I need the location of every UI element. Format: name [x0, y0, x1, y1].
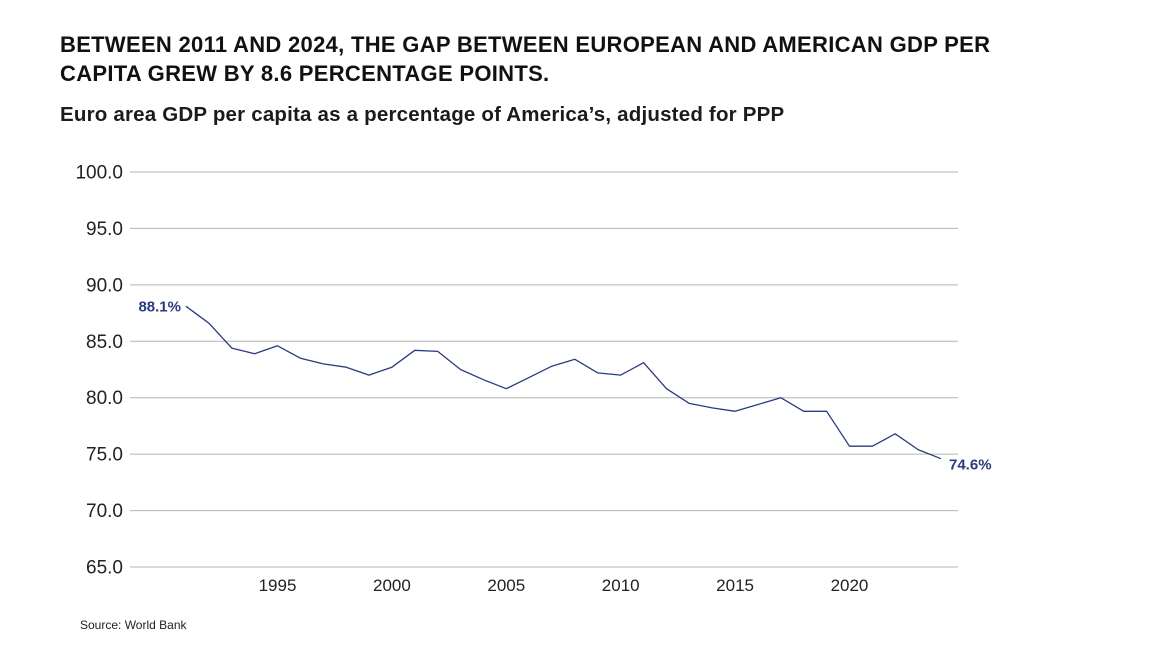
y-tick-label: 100.0 [75, 163, 123, 184]
y-tick-label: 75.0 [86, 445, 123, 466]
chart-title: BETWEEN 2011 AND 2024, THE GAP BETWEEN E… [60, 32, 991, 86]
x-axis-ticks: 1995 2000 2005 2010 2015 2020 [259, 576, 869, 595]
start-value-label: 88.1% [138, 298, 181, 315]
x-tick-label: 2000 [373, 576, 411, 595]
data-labels: 88.1% 74.6% [138, 298, 991, 473]
y-tick-label: 80.0 [86, 388, 123, 409]
chart-subtitle: Euro area GDP per capita as a percentage… [60, 103, 785, 126]
source-note: Source: World Bank [80, 618, 187, 632]
y-tick-label: 65.0 [86, 558, 123, 579]
grid-lines [130, 171, 958, 568]
y-tick-label: 70.0 [86, 501, 123, 522]
y-axis-ticks: 100.0 95.0 90.0 85.0 80.0 75.0 70.0 65.0 [75, 163, 123, 579]
x-tick-label: 2015 [716, 576, 754, 595]
series-line [185, 305, 942, 460]
end-value-label: 74.6% [949, 457, 992, 474]
y-tick-label: 95.0 [86, 219, 123, 240]
x-tick-label: 2020 [831, 576, 869, 595]
series-group [185, 305, 942, 460]
x-tick-label: 1995 [259, 576, 297, 595]
x-tick-label: 2010 [602, 576, 640, 595]
y-tick-label: 90.0 [86, 275, 123, 296]
x-tick-label: 2005 [487, 576, 525, 595]
y-tick-label: 85.0 [86, 332, 123, 353]
